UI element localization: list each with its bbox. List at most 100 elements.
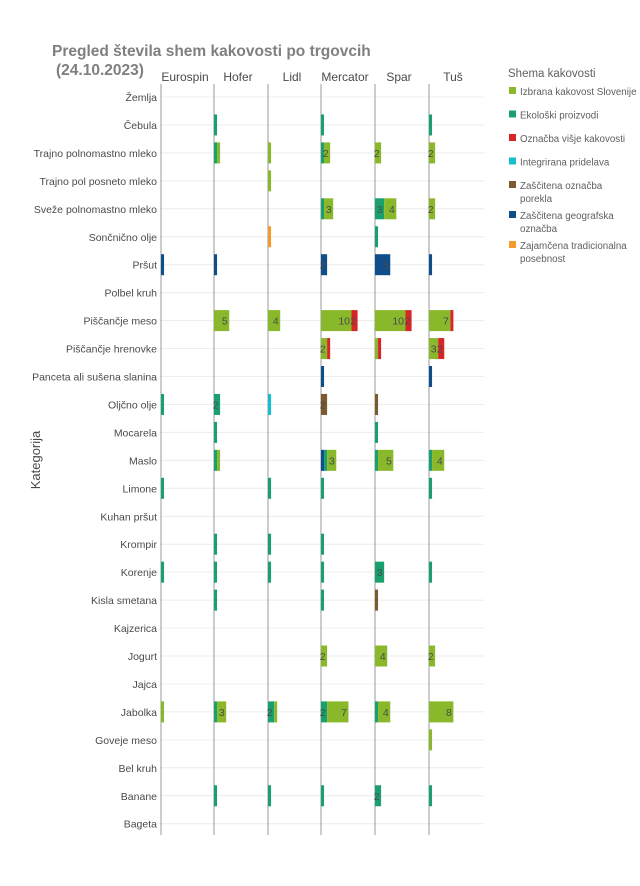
bar-segment: [321, 477, 325, 499]
bar-segment: [378, 701, 391, 723]
bar-segment: [214, 421, 218, 443]
bar-value-label: 8: [446, 707, 452, 719]
legend-label: Zaščitena označba: [520, 181, 603, 192]
category-tick-label: Trajno pol posneto mleko: [39, 176, 157, 188]
bar-segment: [321, 701, 328, 723]
bar-segment: [429, 198, 436, 220]
bar-segment: [321, 254, 328, 276]
store-header: Mercator: [321, 70, 368, 84]
labels-layer: Eurospin Hofer Lidl Mercator Spar Tuš Žemlja Če…: [32, 70, 463, 831]
bar-segment: [324, 449, 328, 471]
bar-segment: [214, 393, 221, 415]
bar-value-label: 2: [320, 260, 326, 272]
bar-value-label: 2: [323, 148, 329, 160]
bar-segment: [321, 366, 325, 387]
legend-swatch: [509, 110, 516, 118]
category-tick-label: Kajzerica: [114, 623, 157, 635]
legend-swatch: [509, 134, 516, 141]
legend-title: Shema kakovosti: [508, 68, 596, 80]
bar-segment: [268, 533, 272, 555]
bar-segment: [450, 310, 454, 332]
bar-segment: [429, 561, 433, 583]
bar-segment: [268, 785, 272, 807]
bar-segment: [214, 254, 218, 276]
bar-value-label: 2: [374, 148, 380, 160]
bar-segment: [327, 449, 337, 471]
bar-segment: [327, 338, 331, 360]
bar-segment: [268, 170, 272, 192]
bar-value-label: 2: [320, 707, 326, 719]
bar-segment: [321, 142, 325, 164]
bar-segment: [375, 198, 385, 220]
bar-segment: [321, 645, 328, 667]
bar-value-label: 4: [389, 204, 395, 216]
bar-value-label: 2: [428, 204, 434, 216]
bar-value-label: 2: [350, 316, 356, 328]
bar-segment: [378, 449, 394, 471]
bar-value-label: 2: [320, 651, 326, 663]
bar-segment: [429, 785, 433, 807]
legend-label: posebnost: [520, 254, 565, 265]
bar-segment: [375, 226, 379, 248]
bar-segment: [438, 338, 445, 360]
bar-value-label: 2: [320, 399, 326, 411]
legend-label: Integrirana pridelava: [520, 158, 610, 169]
bar-segment: [375, 142, 382, 164]
bar-segment: [268, 561, 272, 583]
legend-label: Zaščitena geografska: [520, 211, 614, 222]
bar-value-label: 3: [377, 567, 383, 579]
bar-segment: [161, 254, 165, 276]
bar-value-label: 3: [219, 707, 225, 719]
bar-segment: [375, 254, 391, 276]
category-tick-label: Piščančje hrenovke: [66, 344, 157, 356]
bar-segment: [321, 785, 325, 807]
bar-segment: [429, 254, 433, 276]
bar-segment: [214, 533, 218, 555]
bar-segment: [321, 449, 325, 471]
legend-label: Ekološki proizvodi: [520, 111, 598, 122]
legend-swatch: [509, 211, 516, 218]
category-tick-label: Sončnično olje: [89, 232, 157, 244]
legend-swatch: [509, 241, 516, 248]
bar-segment: [321, 114, 325, 136]
bar-segment: [321, 338, 328, 360]
legend-label: Označba višje kakovosti: [520, 134, 625, 145]
bar-segment: [217, 449, 221, 471]
bar-segment: [375, 785, 382, 807]
category-tick-label: Banane: [121, 791, 157, 803]
bar-value-label: 4: [383, 707, 389, 719]
bar-segment: [214, 449, 218, 471]
chart-title-line2: (24.10.2023): [56, 62, 144, 79]
bar-segment: [214, 589, 218, 611]
bar-value-label: 10: [392, 316, 404, 328]
bar-segment: [375, 561, 385, 583]
category-tick-label: Pršut: [132, 260, 157, 272]
bar-segment: [214, 114, 218, 136]
bar-segment: [214, 142, 218, 164]
legend-label: Zajamčena tradicionalna: [520, 241, 627, 252]
bar-segment: [429, 366, 433, 387]
bar-segment: [429, 701, 454, 723]
category-tick-label: Goveje meso: [95, 735, 157, 747]
bar-segment: [375, 645, 388, 667]
bar-segment: [268, 477, 272, 499]
bar-value-label: 2: [320, 344, 326, 356]
bar-value-label: 10: [338, 316, 350, 328]
bar-segment: [321, 393, 328, 415]
category-tick-label: Krompir: [120, 539, 157, 551]
store-header: Lidl: [283, 70, 302, 84]
bar-value-label: 2: [428, 148, 434, 160]
category-tick-label: Bageta: [124, 819, 157, 831]
bar-segment: [324, 198, 334, 220]
bar-segment: [429, 477, 433, 499]
category-tick-label: Polbel kruh: [104, 288, 157, 300]
bar-segment: [214, 310, 230, 332]
bar-segment: [161, 393, 165, 415]
bar-segment: [321, 198, 325, 220]
bar-segment: [375, 421, 379, 443]
bar-segment: [161, 561, 165, 583]
bar-value-label: 2: [437, 344, 443, 356]
bar-segment: [321, 310, 352, 332]
bar-value-label: 7: [341, 707, 347, 719]
